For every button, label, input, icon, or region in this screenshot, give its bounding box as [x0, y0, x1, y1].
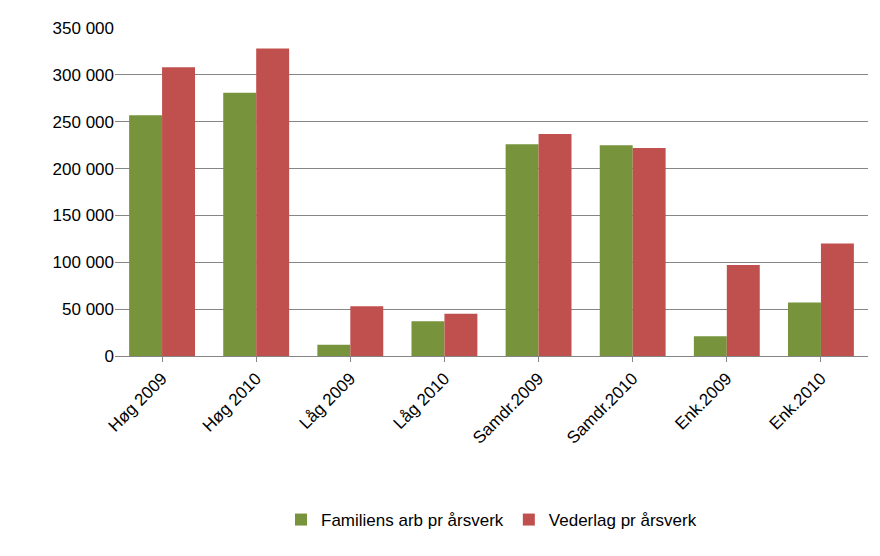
svg-text:Enk.2010: Enk.2010 [766, 369, 830, 433]
svg-text:50 000: 50 000 [62, 300, 114, 319]
svg-text:350 000: 350 000 [53, 19, 114, 38]
svg-text:0: 0 [105, 347, 114, 366]
svg-text:Enk.2009: Enk.2009 [671, 369, 735, 433]
svg-text:Familiens arb pr årsverk: Familiens arb pr årsverk [321, 511, 504, 530]
svg-text:200 000: 200 000 [53, 160, 114, 179]
svg-text:100 000: 100 000 [53, 253, 114, 272]
svg-text:Høg 2010: Høg 2010 [199, 369, 265, 435]
svg-text:300 000: 300 000 [53, 66, 114, 85]
svg-text:Høg 2009: Høg 2009 [105, 369, 171, 435]
svg-text:250 000: 250 000 [53, 113, 114, 132]
svg-text:Samdr.2009: Samdr.2009 [469, 369, 547, 447]
svg-text:Samdr.2010: Samdr.2010 [563, 369, 641, 447]
svg-text:150 000: 150 000 [53, 206, 114, 225]
svg-text:Låg 2009: Låg 2009 [296, 369, 360, 433]
svg-text:Låg 2010: Låg 2010 [390, 369, 454, 433]
svg-text:Vederlag pr årsverk: Vederlag pr årsverk [549, 511, 697, 530]
